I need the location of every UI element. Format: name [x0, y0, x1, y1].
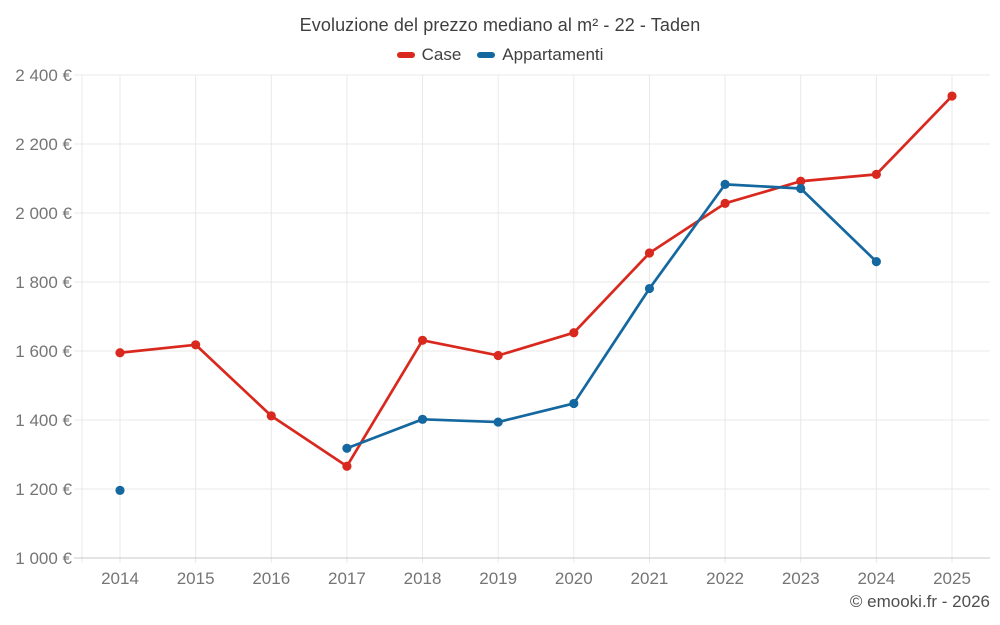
legend-label-appartamenti: Appartamenti	[502, 45, 604, 64]
y-tick-label: 1 400 €	[15, 411, 72, 430]
data-point-marker[interactable]	[644, 248, 655, 258]
data-point-marker[interactable]	[644, 283, 655, 294]
data-point-marker[interactable]	[191, 340, 201, 350]
x-tick-label: 2024	[857, 569, 895, 588]
y-tick-label: 1 600 €	[15, 342, 72, 361]
data-point-marker[interactable]	[493, 417, 503, 427]
data-point-marker[interactable]	[569, 328, 579, 338]
chart-legend: Case Appartamenti	[0, 45, 1000, 65]
data-point-marker[interactable]	[871, 169, 881, 179]
y-tick-label: 1 200 €	[15, 480, 72, 499]
data-point-marker[interactable]	[115, 485, 125, 495]
series-appartamenti	[115, 179, 881, 495]
data-point-marker[interactable]	[569, 398, 579, 409]
x-tick-label: 2018	[404, 569, 442, 588]
data-point-marker[interactable]	[796, 176, 806, 186]
y-tick-label: 1 000 €	[15, 549, 72, 568]
x-tick-label: 2020	[555, 569, 593, 588]
data-point-marker[interactable]	[720, 179, 730, 189]
data-point-marker[interactable]	[417, 335, 428, 345]
data-point-marker[interactable]	[266, 411, 276, 421]
data-point-marker[interactable]	[947, 91, 957, 101]
x-tick-label: 2023	[782, 569, 820, 588]
x-tick-label: 2019	[479, 569, 517, 588]
legend-item-case[interactable]: Case	[396, 45, 462, 65]
series-line	[118, 94, 954, 468]
y-tick-label: 2 000 €	[15, 204, 72, 223]
data-point-marker[interactable]	[342, 461, 352, 471]
attribution: © emooki.fr - 2026	[849, 592, 990, 611]
x-tick-label: 2022	[706, 569, 744, 588]
x-tick-label: 2025	[933, 569, 971, 588]
legend-label-case: Case	[421, 45, 462, 64]
x-tick-label: 2016	[252, 569, 290, 588]
case-legend-swatch	[396, 52, 415, 58]
x-tick-label: 2014	[101, 569, 139, 588]
data-point-marker[interactable]	[871, 257, 881, 267]
x-tick-label: 2017	[328, 569, 366, 588]
y-tick-label: 1 800 €	[15, 273, 72, 292]
data-point-marker[interactable]	[115, 348, 125, 358]
data-point-marker[interactable]	[417, 414, 428, 424]
legend-item-appartamenti[interactable]: Appartamenti	[477, 45, 603, 65]
series-line	[345, 183, 878, 450]
chart-title: Evoluzione del prezzo mediano al m² - 22…	[299, 15, 701, 35]
x-tick-label: 2015	[177, 569, 215, 588]
data-point-marker[interactable]	[493, 350, 503, 361]
data-point-marker[interactable]	[796, 183, 806, 194]
y-tick-label: 2 200 €	[15, 135, 72, 154]
data-point-marker[interactable]	[720, 198, 730, 208]
series-case	[115, 91, 957, 471]
y-tick-label: 2 400 €	[15, 66, 72, 85]
x-tick-label: 2021	[631, 569, 669, 588]
data-point-marker[interactable]	[342, 443, 352, 453]
appartamenti-legend-swatch	[477, 52, 496, 58]
